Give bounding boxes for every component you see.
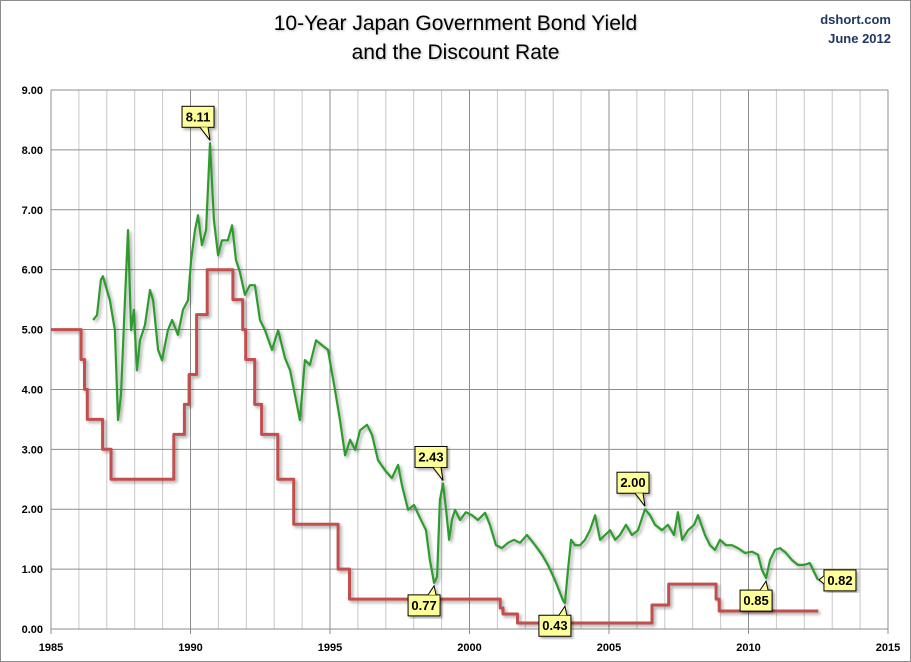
y-tick-label: 8.00 — [22, 145, 43, 157]
callout-label: 0.43 — [542, 618, 567, 633]
x-tick-label: 1990 — [178, 642, 202, 654]
y-tick-label: 7.00 — [22, 205, 43, 217]
callout-label: 2.43 — [418, 449, 443, 464]
x-tick-label: 2015 — [876, 642, 900, 654]
callout-pointer — [818, 575, 825, 585]
callout-label: 0.82 — [827, 573, 852, 588]
y-tick-label: 5.00 — [22, 325, 43, 337]
chart-subtitle: and the Discount Rate — [351, 41, 560, 64]
callout-label: 0.85 — [743, 593, 768, 608]
callout: 2.43 — [414, 445, 448, 481]
x-tick-label: 1985 — [39, 642, 63, 654]
callout-pointer — [427, 584, 437, 596]
callout-pointer — [558, 604, 568, 616]
callout-box — [407, 594, 441, 617]
callout-pointer — [432, 467, 444, 481]
callout-box — [538, 614, 572, 637]
y-tick-label: 0.00 — [22, 624, 43, 636]
y-tick-label: 6.00 — [22, 265, 43, 277]
callout-label: 0.77 — [411, 598, 436, 613]
callout-pointer — [199, 126, 211, 141]
chart-title: 10-Year Japan Government Bond Yield — [273, 12, 638, 35]
callout-box — [616, 471, 650, 494]
callout: 0.43 — [538, 604, 572, 637]
callout-box — [414, 445, 448, 468]
bond-yield-line — [92, 142, 819, 605]
callout: 8.11 — [181, 105, 215, 141]
y-tick-label: 2.00 — [22, 504, 43, 516]
callout-pointer — [634, 492, 646, 507]
y-tick-label: 9.00 — [22, 85, 43, 97]
x-tick-label: 1995 — [318, 642, 342, 654]
callout: 0.82 — [818, 569, 857, 592]
y-tick-label: 4.00 — [22, 384, 43, 396]
callout: 2.00 — [616, 471, 650, 507]
x-tick-label: 2010 — [736, 642, 760, 654]
y-tick-label: 3.00 — [22, 444, 43, 456]
source-label: dshort.com — [820, 12, 891, 27]
callout: 0.77 — [407, 584, 441, 617]
callout-label: 8.11 — [186, 109, 211, 124]
x-tick-label: 2005 — [597, 642, 621, 654]
callout: 0.85 — [739, 579, 773, 612]
x-tick-label: 2000 — [457, 642, 481, 654]
callout-box — [181, 105, 215, 128]
date-label: June 2012 — [828, 31, 891, 46]
callout-box — [739, 589, 773, 612]
callout-label: 2.00 — [620, 475, 645, 490]
callout-pointer — [759, 579, 769, 591]
y-tick-label: 1.00 — [22, 564, 43, 576]
